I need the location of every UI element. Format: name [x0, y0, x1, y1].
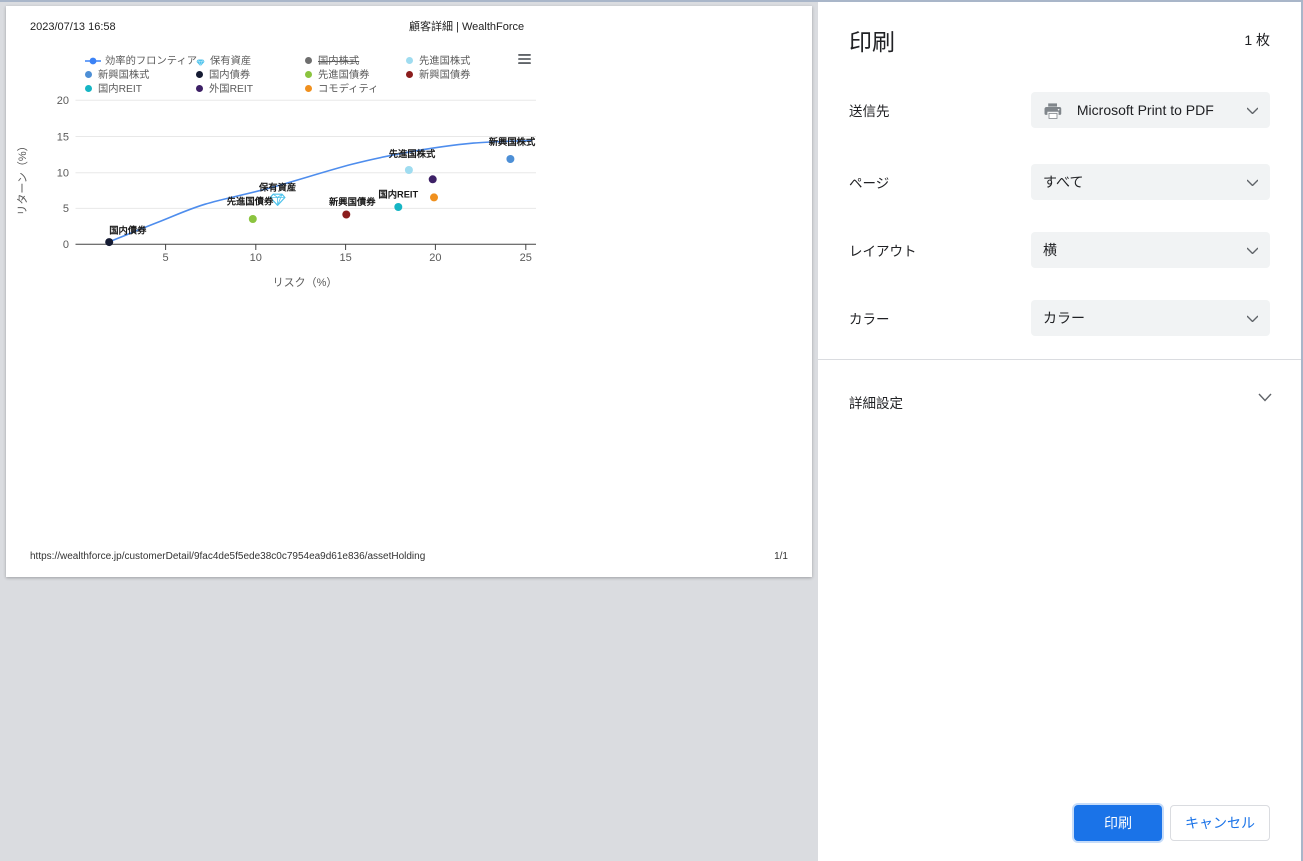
svg-text:先進国債券: 先進国債券: [227, 196, 274, 207]
svg-text:新興国債券: 新興国債券: [329, 196, 376, 207]
svg-text:新興国株式: 新興国株式: [489, 136, 536, 147]
svg-text:5: 5: [63, 203, 69, 215]
svg-text:25: 25: [520, 252, 532, 264]
svg-text:国内債券: 国内債券: [109, 225, 147, 236]
svg-text:20: 20: [57, 95, 69, 107]
svg-text:保有資産: 保有資産: [258, 182, 296, 193]
svg-text:10: 10: [250, 252, 262, 264]
svg-text:20: 20: [429, 252, 441, 264]
svg-text:リスク（%）: リスク（%）: [273, 276, 338, 289]
svg-text:15: 15: [57, 131, 69, 143]
svg-text:10: 10: [57, 168, 69, 180]
svg-text:5: 5: [163, 252, 169, 264]
svg-text:国内REIT: 国内REIT: [378, 189, 418, 200]
svg-text:15: 15: [339, 252, 351, 264]
svg-text:リターン（%）: リターン（%）: [16, 140, 29, 215]
svg-text:0: 0: [63, 239, 69, 251]
svg-text:先進国株式: 先進国株式: [389, 148, 436, 159]
